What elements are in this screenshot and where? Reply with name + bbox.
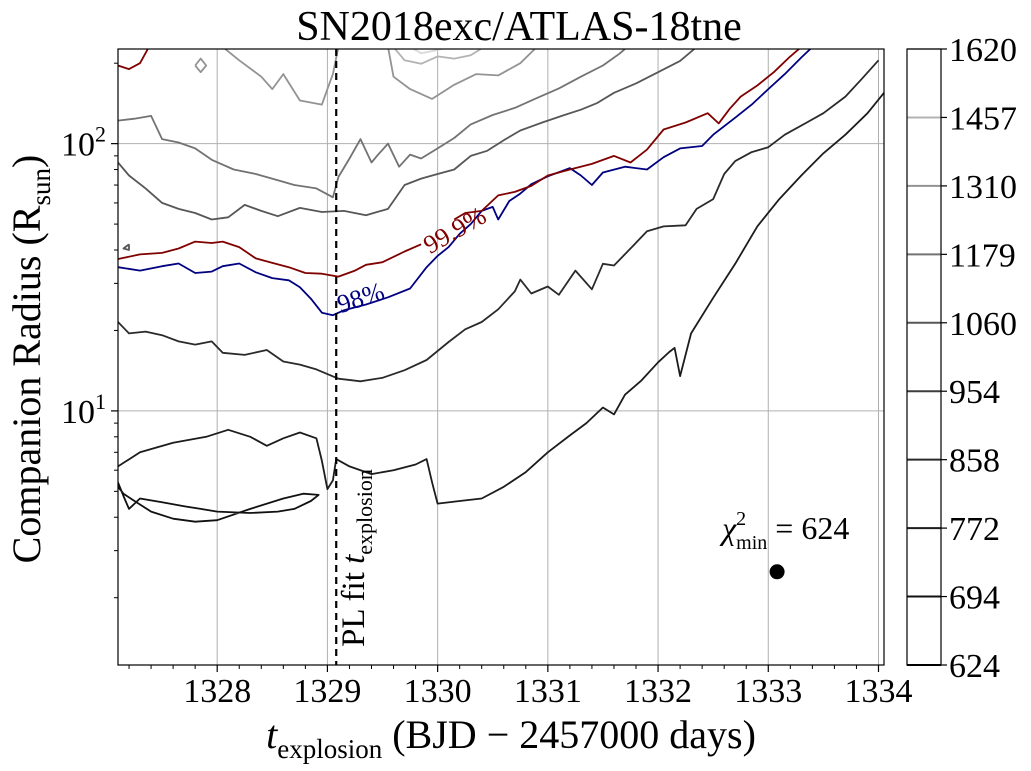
x-tick-label: 1332	[624, 673, 692, 710]
contour-line-772	[118, 92, 884, 505]
chart-title: SN2018exc/ATLAS-18tne	[296, 4, 742, 50]
plot-frame	[117, 48, 885, 666]
contour-line-1457	[393, 49, 483, 65]
contour-label-99.9: 99.9%	[418, 201, 491, 260]
contour-line-1310	[194, 57, 208, 74]
y-axis: 101 102	[61, 62, 118, 599]
contour-line-954	[118, 49, 812, 317]
contour-line-954	[118, 240, 422, 278]
colorbar-tick-label: 772	[949, 511, 1000, 548]
x-tick-label: 1328	[183, 673, 251, 710]
contour-line-1179	[118, 49, 627, 199]
y-axis-label: Companion Radius (Rsun)	[4, 155, 56, 564]
colorbar-frame	[906, 48, 942, 666]
x-tick-label: 1330	[404, 673, 472, 710]
colorbar: 624 694 772 858 954 1060 1179 1310 1457 1620	[906, 32, 1017, 685]
contour-line-954	[118, 49, 149, 70]
x-tick-label: 1333	[734, 673, 802, 710]
contour-line-858	[118, 59, 880, 383]
x-tick-label: 1331	[514, 673, 582, 710]
contour-group	[118, 49, 884, 523]
colorbar-tick-label: 1060	[949, 306, 1017, 343]
contour-line-1310	[223, 49, 339, 106]
contour-line-1620	[411, 49, 445, 55]
contour-label-98: 98%	[334, 277, 388, 319]
x-tick-label: 1334	[844, 673, 912, 710]
colorbar-tick-label: 858	[949, 443, 1000, 480]
contour-line-1310	[387, 49, 537, 100]
colorbar-tick-label: 1457	[949, 100, 1017, 137]
y-tick-label: 101	[61, 389, 106, 431]
contour-line-694	[118, 482, 320, 523]
x-axis: 1328 1329 1330 1331 1332 1333 1334	[128, 665, 912, 710]
vline-label: PL fit texplosion	[336, 469, 377, 647]
colorbar-tick-label: 1179	[949, 237, 1016, 274]
colorbar-tick-label: 1310	[949, 169, 1017, 206]
chi2-min-marker	[769, 564, 785, 580]
chi2-min-label: χ2 min = 624	[719, 508, 849, 554]
contour-line-954	[453, 49, 801, 221]
colorbar-tick-label: 694	[949, 580, 1000, 617]
colorbar-tick-label: 624	[949, 648, 1000, 685]
colorbar-tick-label: 954	[949, 374, 1000, 411]
contour-line-1060	[122, 243, 130, 251]
y-tick-label: 102	[61, 122, 106, 164]
x-axis-label: texplosion (BJD − 2457000 days)	[266, 712, 756, 764]
x-tick-label: 1329	[293, 673, 361, 710]
grid	[118, 49, 884, 665]
colorbar-tick-label: 1620	[949, 32, 1017, 69]
contour-line-1060	[118, 49, 696, 221]
